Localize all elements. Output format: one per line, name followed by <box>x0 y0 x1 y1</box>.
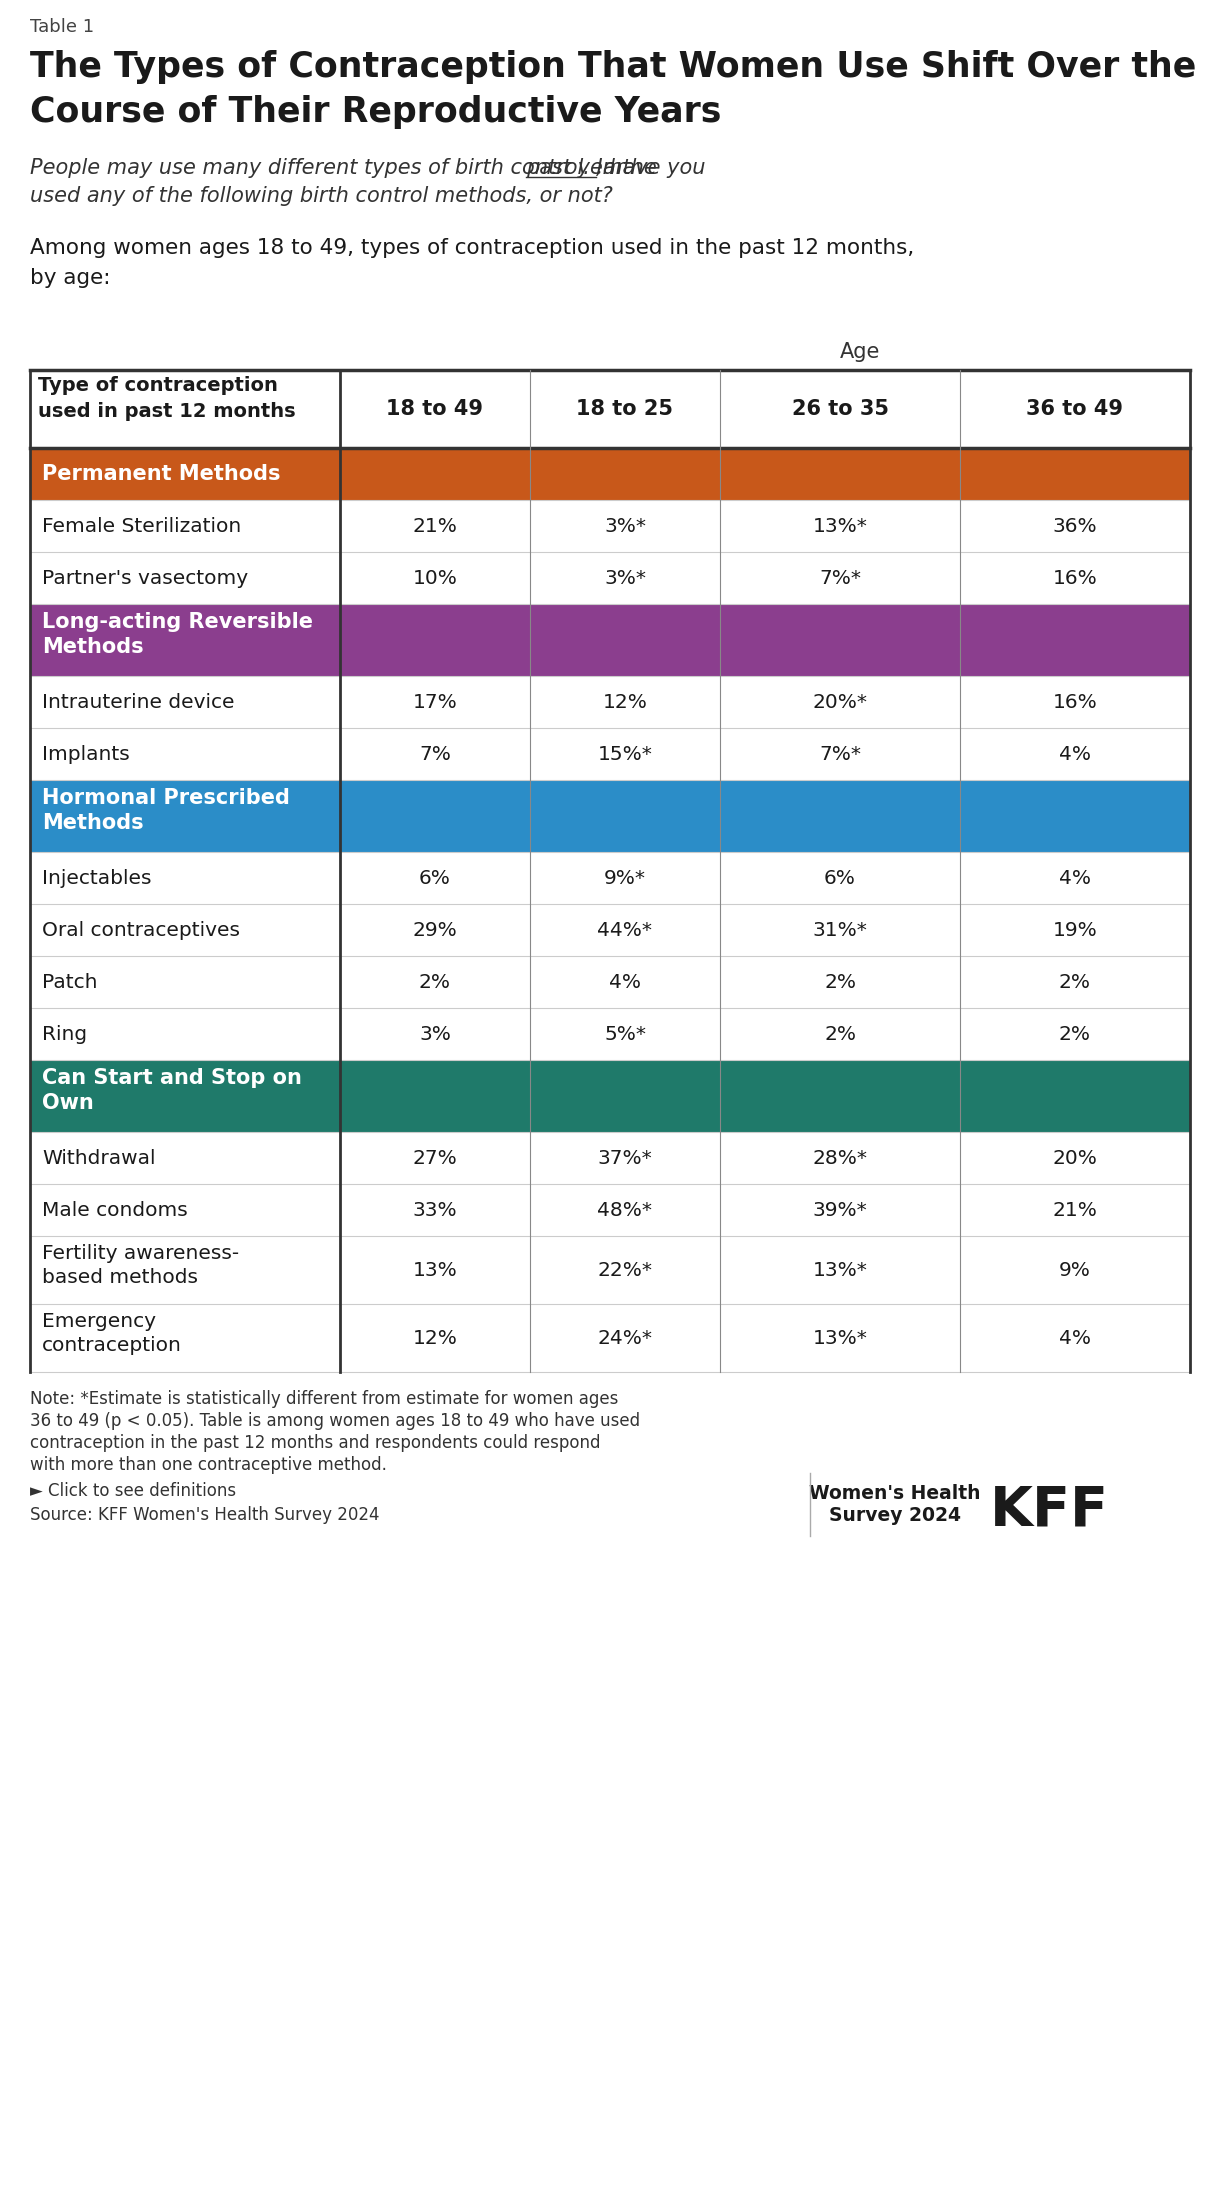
Text: 2%: 2% <box>1059 973 1091 991</box>
Text: with more than one contraceptive method.: with more than one contraceptive method. <box>30 1455 387 1473</box>
Text: 15%*: 15%* <box>598 745 653 763</box>
Text: used any of the following birth control methods, or not?: used any of the following birth control … <box>30 186 612 206</box>
Text: 9%*: 9%* <box>604 868 647 888</box>
Text: 44%*: 44%* <box>598 921 653 940</box>
Text: 13%*: 13%* <box>813 1260 867 1280</box>
Text: Age: Age <box>839 342 880 362</box>
Text: 3%: 3% <box>418 1024 451 1043</box>
Text: 2%: 2% <box>824 1024 856 1043</box>
Text: 5%*: 5%* <box>604 1024 647 1043</box>
Text: 4%: 4% <box>1059 868 1091 888</box>
Text: 3%*: 3%* <box>604 517 647 535</box>
Text: 2%: 2% <box>418 973 451 991</box>
Text: past year: past year <box>526 158 625 178</box>
Text: 10%: 10% <box>412 568 458 587</box>
Text: 24%*: 24%* <box>598 1328 653 1348</box>
Text: 4%: 4% <box>1059 1328 1091 1348</box>
Text: ► Click to see definitions: ► Click to see definitions <box>30 1482 237 1499</box>
Text: 18 to 25: 18 to 25 <box>577 399 673 419</box>
Text: Source: KFF Women's Health Survey 2024: Source: KFF Women's Health Survey 2024 <box>30 1506 379 1523</box>
Text: 16%: 16% <box>1053 568 1097 587</box>
Bar <box>30 605 1190 675</box>
Text: Among women ages 18 to 49, types of contraception used in the past 12 months,: Among women ages 18 to 49, types of cont… <box>30 239 914 259</box>
Text: 4%: 4% <box>1059 745 1091 763</box>
Text: 29%: 29% <box>412 921 458 940</box>
Text: 7%: 7% <box>418 745 451 763</box>
Text: KFF: KFF <box>989 1484 1109 1539</box>
Text: Note: *Estimate is statistically different from estimate for women ages: Note: *Estimate is statistically differe… <box>30 1390 619 1407</box>
Text: 7%*: 7%* <box>819 568 861 587</box>
Text: 9%: 9% <box>1059 1260 1091 1280</box>
Text: Hormonal Prescribed
Methods: Hormonal Prescribed Methods <box>41 787 290 833</box>
Text: Oral contraceptives: Oral contraceptives <box>41 921 240 940</box>
Text: Survey 2024: Survey 2024 <box>830 1506 961 1526</box>
Text: 27%: 27% <box>412 1149 458 1168</box>
Text: Female Sterilization: Female Sterilization <box>41 517 242 535</box>
Text: 20%*: 20%* <box>813 693 867 712</box>
Text: 16%: 16% <box>1053 693 1097 712</box>
Bar <box>30 447 1190 500</box>
Text: The Types of Contraception That Women Use Shift Over the: The Types of Contraception That Women Us… <box>30 50 1197 83</box>
Text: 3%*: 3%* <box>604 568 647 587</box>
Text: 36%: 36% <box>1053 517 1097 535</box>
Text: 2%: 2% <box>1059 1024 1091 1043</box>
Text: Male condoms: Male condoms <box>41 1201 188 1219</box>
Text: 12%: 12% <box>412 1328 458 1348</box>
Text: 22%*: 22%* <box>598 1260 653 1280</box>
Text: Patch: Patch <box>41 973 98 991</box>
Text: 36 to 49: 36 to 49 <box>1026 399 1124 419</box>
Text: 48%*: 48%* <box>598 1201 653 1219</box>
Text: 31%*: 31%* <box>813 921 867 940</box>
Text: Type of contraception
used in past 12 months: Type of contraception used in past 12 mo… <box>38 377 295 421</box>
Text: 17%: 17% <box>412 693 458 712</box>
Text: 36 to 49 (p < 0.05). Table is among women ages 18 to 49 who have used: 36 to 49 (p < 0.05). Table is among wome… <box>30 1412 640 1429</box>
Text: Table 1: Table 1 <box>30 18 94 35</box>
Bar <box>30 780 1190 853</box>
Text: Women's Health: Women's Health <box>809 1484 981 1504</box>
Text: Can Start and Stop on
Own: Can Start and Stop on Own <box>41 1068 301 1114</box>
Text: Implants: Implants <box>41 745 129 763</box>
Text: contraception in the past 12 months and respondents could respond: contraception in the past 12 months and … <box>30 1434 600 1451</box>
Text: 28%*: 28%* <box>813 1149 867 1168</box>
Text: 19%: 19% <box>1053 921 1097 940</box>
Text: 2%: 2% <box>824 973 856 991</box>
Text: Fertility awareness-
based methods: Fertility awareness- based methods <box>41 1245 239 1287</box>
Text: Permanent Methods: Permanent Methods <box>41 465 281 484</box>
Bar <box>30 1061 1190 1131</box>
Text: 13%*: 13%* <box>813 1328 867 1348</box>
Text: Ring: Ring <box>41 1024 87 1043</box>
Text: Injectables: Injectables <box>41 868 151 888</box>
Text: 4%: 4% <box>609 973 640 991</box>
Text: by age:: by age: <box>30 267 111 287</box>
Text: 39%*: 39%* <box>813 1201 867 1219</box>
Text: 18 to 49: 18 to 49 <box>387 399 483 419</box>
Text: 13%: 13% <box>412 1260 458 1280</box>
Text: 7%*: 7%* <box>819 745 861 763</box>
Text: Long-acting Reversible
Methods: Long-acting Reversible Methods <box>41 612 314 658</box>
Text: 13%*: 13%* <box>813 517 867 535</box>
Text: 6%: 6% <box>418 868 451 888</box>
Text: Partner's vasectomy: Partner's vasectomy <box>41 568 248 587</box>
Text: 12%: 12% <box>603 693 648 712</box>
Text: Course of Their Reproductive Years: Course of Their Reproductive Years <box>30 94 721 129</box>
Text: 33%: 33% <box>412 1201 458 1219</box>
Text: 6%: 6% <box>824 868 856 888</box>
Text: Emergency
contraception: Emergency contraception <box>41 1313 182 1355</box>
Text: 21%: 21% <box>412 517 458 535</box>
Text: 20%: 20% <box>1053 1149 1098 1168</box>
Text: 37%*: 37%* <box>598 1149 653 1168</box>
Text: Withdrawal: Withdrawal <box>41 1149 155 1168</box>
Text: Intrauterine device: Intrauterine device <box>41 693 234 712</box>
Text: 21%: 21% <box>1053 1201 1098 1219</box>
Text: , have you: , have you <box>597 158 705 178</box>
Text: People may use many different types of birth control. In the: People may use many different types of b… <box>30 158 664 178</box>
Text: 26 to 35: 26 to 35 <box>792 399 888 419</box>
